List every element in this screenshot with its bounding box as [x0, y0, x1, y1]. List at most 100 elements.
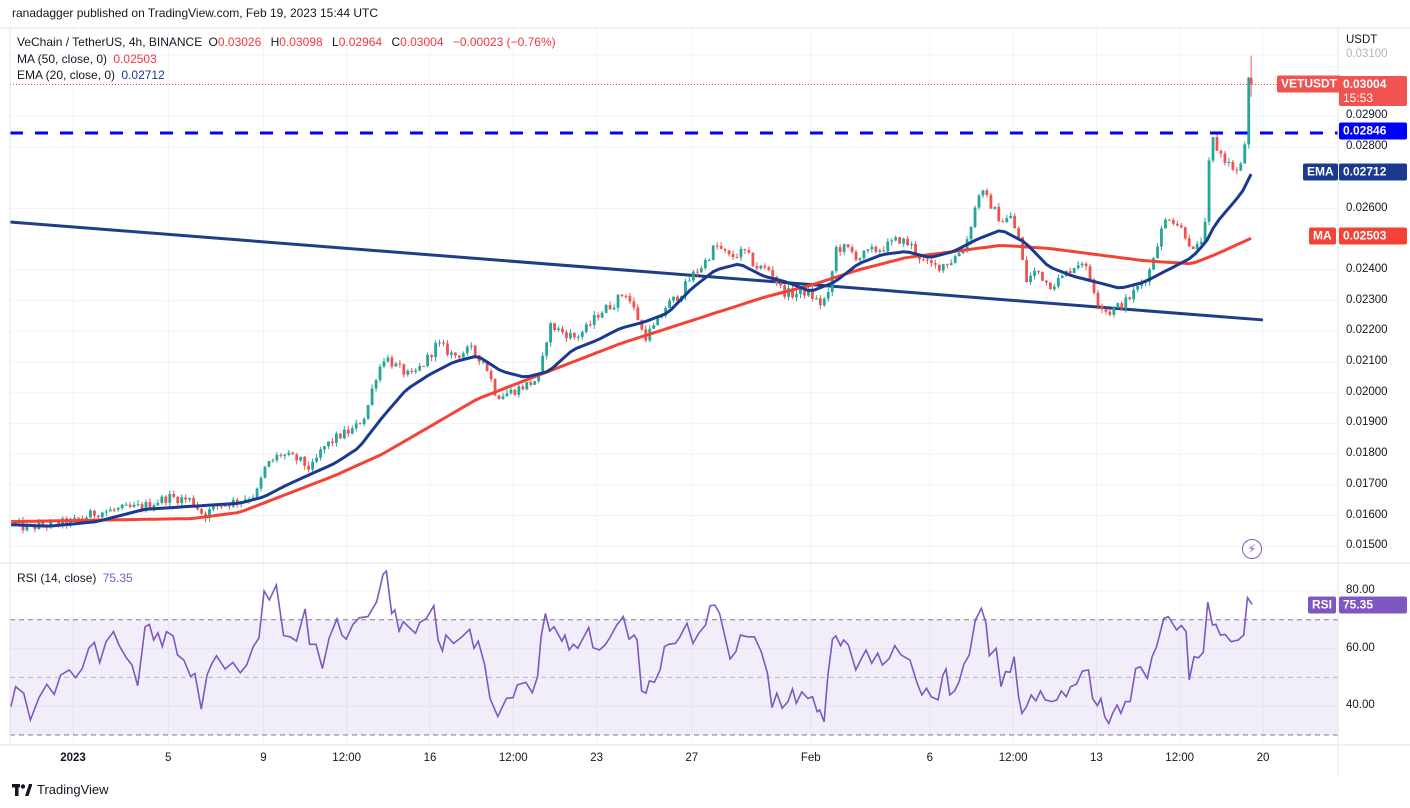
candle — [394, 363, 398, 367]
brand-name: TradingView — [37, 782, 109, 797]
candle — [287, 452, 291, 455]
rsi-legend-value: 75.35 — [102, 571, 133, 585]
candle — [406, 370, 410, 375]
candle — [331, 441, 334, 444]
candle — [1175, 223, 1179, 226]
candle — [108, 509, 112, 512]
grid-lines — [10, 28, 1338, 745]
symbol-legend[interactable]: VeChain / TetherUS, 4h, BINANCE O0.03026… — [17, 35, 559, 49]
candle — [969, 227, 973, 240]
candle — [299, 456, 303, 461]
candle — [100, 512, 104, 518]
candle — [303, 456, 307, 466]
candle — [771, 270, 775, 277]
last-price: 0.03004 — [1343, 77, 1387, 91]
candle — [1056, 278, 1060, 287]
candle — [208, 509, 211, 519]
candle — [1160, 228, 1163, 247]
candle — [608, 304, 612, 310]
candle — [818, 298, 822, 306]
candle — [656, 317, 660, 326]
candle — [592, 314, 596, 325]
candle — [791, 288, 794, 298]
candle — [941, 264, 945, 271]
candle — [1068, 271, 1072, 274]
candle — [212, 505, 215, 510]
close-label: C — [391, 35, 401, 49]
rsi-legend[interactable]: RSI (14, close) 75.35 — [17, 571, 136, 585]
rsi-label: RSI (14, close) — [17, 571, 97, 585]
candle — [156, 502, 160, 506]
candle — [517, 386, 521, 395]
candle — [96, 515, 100, 518]
candle — [584, 324, 588, 333]
candle — [469, 345, 473, 347]
candle — [640, 320, 644, 330]
price-tick-label: 0.01500 — [1346, 539, 1388, 552]
price-tick-label: 0.02600 — [1346, 201, 1388, 214]
candle — [223, 504, 227, 507]
candle — [727, 250, 731, 255]
candle — [160, 496, 164, 503]
candle — [1215, 137, 1219, 151]
candle — [461, 353, 465, 358]
time-tick-label: 12:00 — [498, 752, 528, 764]
candle — [1037, 270, 1040, 272]
time-tick-label: 16 — [423, 752, 437, 764]
candle — [25, 524, 29, 531]
ma-legend[interactable]: MA (50, close, 0) 0.02503 — [17, 52, 160, 66]
lightning-icon[interactable]: ⚡︎ — [1242, 539, 1262, 559]
candle — [561, 328, 564, 333]
price-tick-label: 0.02200 — [1346, 324, 1388, 337]
ma-label: MA (50, close, 0) — [17, 52, 108, 66]
candle — [596, 314, 600, 318]
candle — [1104, 309, 1108, 312]
candle — [489, 371, 493, 380]
candle — [1088, 266, 1092, 280]
candle — [485, 361, 489, 372]
candle — [822, 298, 826, 306]
candle — [85, 517, 88, 519]
candle — [1116, 303, 1120, 308]
candle — [632, 301, 636, 308]
low-value: L0.02964 — [332, 35, 385, 49]
candle — [997, 206, 1001, 222]
time-tick-label: 12:00 — [332, 752, 362, 764]
candle — [1013, 215, 1017, 229]
candle — [572, 332, 576, 338]
ma-value: 0.02503 — [113, 52, 157, 66]
price-tick-label: 0.02300 — [1346, 293, 1388, 306]
rsi-tag: RSI — [1308, 596, 1337, 614]
candle — [1080, 263, 1084, 266]
candle — [953, 256, 957, 263]
candle — [906, 238, 909, 246]
candle — [600, 312, 604, 318]
footer-brand[interactable]: TradingView — [12, 782, 109, 797]
price-tick-label: 0.02100 — [1346, 355, 1388, 367]
candle — [259, 477, 263, 489]
candle — [219, 506, 223, 508]
price-tick-label: 0.02900 — [1346, 109, 1388, 122]
candle — [136, 504, 140, 506]
candle — [57, 520, 61, 526]
rsi-line — [10, 569, 1253, 726]
candle — [338, 433, 342, 439]
candle — [676, 296, 679, 302]
candle — [311, 461, 314, 470]
price-tick-label: 0.03100 — [1346, 48, 1388, 60]
candle — [759, 265, 763, 269]
candle — [533, 381, 537, 385]
candle — [1092, 279, 1096, 293]
candle — [1009, 215, 1013, 219]
candle — [1096, 292, 1100, 306]
descending-trendline[interactable] — [9, 220, 1264, 322]
open-price: 0.03026 — [217, 35, 262, 49]
candle — [1249, 77, 1253, 85]
candle — [323, 446, 326, 450]
candle — [1021, 237, 1025, 260]
candle — [402, 364, 406, 375]
ema-label: EMA (20, close, 0) — [17, 68, 116, 82]
ema-legend[interactable]: EMA (20, close, 0) 0.02712 — [17, 68, 168, 82]
candle — [350, 428, 354, 434]
